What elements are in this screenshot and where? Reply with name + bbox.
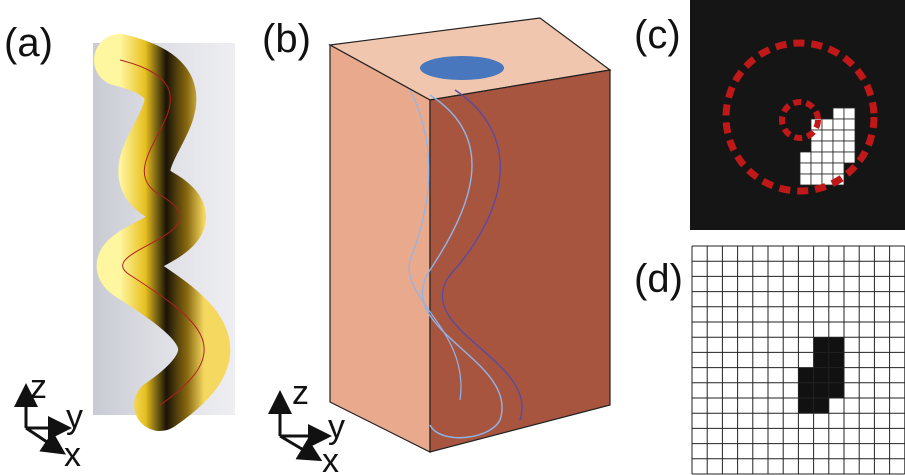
filled-cell <box>814 398 829 413</box>
mask-cell <box>844 141 855 152</box>
mask-cell <box>811 174 822 185</box>
axis-label: x <box>64 436 81 474</box>
axis-label: z <box>30 368 47 406</box>
grid <box>692 246 905 474</box>
filled-cell <box>829 383 844 398</box>
panel-label: (a) <box>4 21 53 65</box>
panel-label: (b) <box>262 17 311 61</box>
mask-cell <box>822 163 833 174</box>
mask-cell <box>833 141 844 152</box>
mask-cell <box>811 163 822 174</box>
filled-cell <box>814 352 829 367</box>
mask-cell <box>811 152 822 163</box>
mask-cell <box>822 152 833 163</box>
mask-cell <box>844 119 855 130</box>
mask-cell <box>844 108 855 119</box>
panel-label: (d) <box>634 257 683 301</box>
filled-cell <box>829 337 844 352</box>
opening <box>420 56 504 80</box>
mask-cell <box>800 174 811 185</box>
mask-cell <box>833 152 844 163</box>
mask-cell <box>822 130 833 141</box>
mask-cell <box>822 119 833 130</box>
axis-label: y <box>66 398 83 436</box>
panel-label: (c) <box>634 13 681 57</box>
axis-label: y <box>328 408 345 446</box>
figure: (a) z y x (b) z y x (c) (d) <box>0 0 905 475</box>
mask-cell <box>844 152 855 163</box>
mask-cell <box>833 119 844 130</box>
axis-label: z <box>292 374 309 412</box>
mask-cell <box>833 130 844 141</box>
mask-cell <box>800 152 811 163</box>
mask-cell <box>800 163 811 174</box>
filled-cell <box>798 398 813 413</box>
filled-cell <box>829 368 844 383</box>
mask-cell <box>844 130 855 141</box>
mask-cell <box>811 141 822 152</box>
mask-cell <box>833 108 844 119</box>
filled-cell <box>814 383 829 398</box>
mask-background <box>690 0 905 230</box>
filled-cell <box>798 368 813 383</box>
filled-cell <box>798 383 813 398</box>
filled-cell <box>814 368 829 383</box>
filled-cell <box>814 337 829 352</box>
filled-cell <box>829 352 844 367</box>
box-left <box>330 45 430 452</box>
mask-cell <box>822 141 833 152</box>
mask-cell <box>822 174 833 185</box>
mask-cell <box>833 163 844 174</box>
axis-label: x <box>322 442 339 475</box>
